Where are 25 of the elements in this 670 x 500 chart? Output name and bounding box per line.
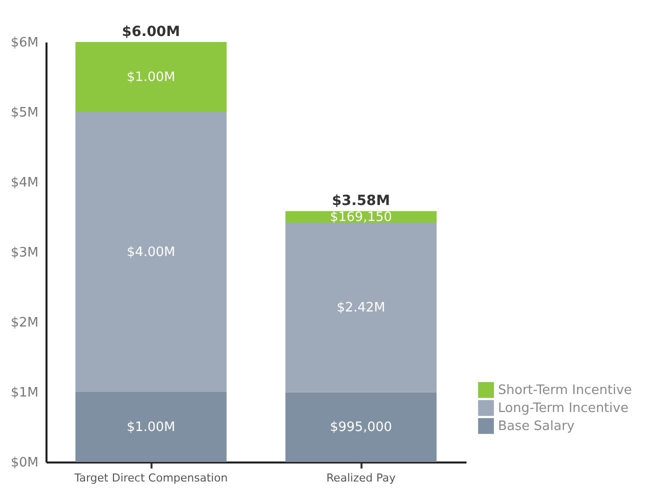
data-label: $4.00M <box>126 245 176 260</box>
bar <box>75 42 227 112</box>
data-label: $169,150 <box>330 210 392 226</box>
legend-label: Short-Term Incentive <box>498 383 632 398</box>
y-tick-label: $3M <box>10 246 38 260</box>
bar <box>75 392 227 462</box>
data-label: $2.42M <box>336 300 386 316</box>
legend-label: Base Salary <box>498 419 575 434</box>
total-label: $6.00M <box>122 24 180 40</box>
data-label: $995,000 <box>330 420 392 436</box>
y-tick-label: $0M <box>10 456 38 470</box>
bar <box>285 392 437 462</box>
y-tick-label: $2M <box>10 316 38 330</box>
x-tick-label: Realized Pay <box>326 472 396 484</box>
bar <box>285 222 437 392</box>
y-tick-label: $1M <box>10 386 38 400</box>
y-tick-label: $6M <box>10 36 38 50</box>
y-tick-label: $4M <box>10 176 38 190</box>
total-label: $3.58M <box>332 193 390 210</box>
x-tick-label: Target Direct Compensation <box>73 472 228 484</box>
y-tick-label: $5M <box>10 106 38 120</box>
bar <box>75 112 227 392</box>
legend-label: Long-Term Incentive <box>498 401 628 416</box>
data-label: $1.00M <box>126 420 176 435</box>
data-label: $1.00M <box>126 70 176 85</box>
